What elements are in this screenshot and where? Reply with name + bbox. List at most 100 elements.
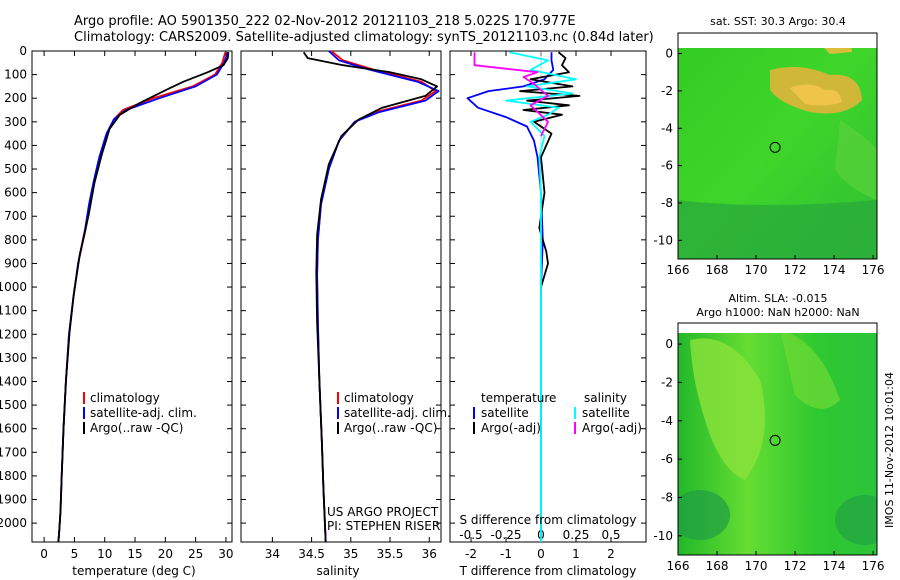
sst-map-axes: 166 168 170 172 174 176 0 -2 -4 -6 -8 -10	[653, 47, 884, 277]
legend-label-climatology: climatology	[344, 391, 414, 405]
x-tick-label: 5	[71, 547, 79, 561]
legend-label-t-argo: Argo(-adj)	[481, 421, 541, 435]
map-x-tick-label: 168	[706, 263, 729, 277]
depth-tick-label: 1300	[0, 351, 27, 365]
map-x-tick-label: 172	[784, 559, 807, 573]
legend-label-s-argo: Argo(-adj)	[582, 421, 642, 435]
depth-tick-label: 1400	[0, 374, 27, 388]
x-tick-label: -1	[500, 547, 512, 561]
legend-label-argo: Argo(..raw -QC)	[90, 421, 183, 435]
temperature-xlabel: temperature (deg C)	[72, 564, 195, 578]
map-y-tick-label: -2	[661, 375, 673, 389]
x-tick-label: 36	[422, 547, 437, 561]
depth-tick-label: 200	[4, 91, 27, 105]
difference-legend: temperature salinity satellite Argo(-adj…	[473, 391, 642, 435]
map-y-tick-label: -6	[661, 452, 673, 466]
map-x-tick-label: 166	[667, 263, 690, 277]
depth-tick-label: 1600	[0, 422, 27, 436]
s-tick-label: -0.25	[490, 528, 521, 542]
imos-timestamp-label: IMOS 11-Nov-2012 10:01:04	[883, 372, 896, 528]
depth-tick-label: 1200	[0, 327, 27, 341]
figure-title-line2: Climatology: CARS2009. Satellite-adjuste…	[74, 30, 654, 45]
salinity-panel: 34 34.5 35 35.5 36	[265, 50, 440, 561]
x-tick-label: 10	[97, 547, 112, 561]
series-line-argorawqc	[302, 51, 439, 543]
difference-panel-frame	[449, 50, 647, 543]
x-tick-label: -2	[465, 547, 477, 561]
depth-tick-label: 900	[4, 256, 27, 270]
difference-xlabel-top: S difference from climatology	[460, 513, 637, 527]
map-y-tick-label: 0	[665, 47, 673, 61]
difference-panel: -2 -1 0 1 2-0.5 -0.25 0 0.25 0.5	[459, 51, 621, 561]
sla-argo-location-marker	[769, 434, 781, 446]
legend-label-climatology: climatology	[90, 391, 160, 405]
temperature-panel-frame	[31, 50, 233, 543]
depth-tick-label: 1000	[0, 280, 27, 294]
depth-axis: 0 100 200 300 400 500 600 700 800 900 1000 1100 1200…	[0, 44, 646, 530]
sla-map-field	[678, 333, 877, 555]
depth-tick-label: 400	[4, 138, 27, 152]
depth-tick-label: 2000	[0, 516, 27, 530]
depth-tick-label: 300	[4, 115, 27, 129]
x-tick-label: 20	[158, 547, 173, 561]
depth-tick-label: 500	[4, 162, 27, 176]
map-x-tick-label: 176	[862, 263, 885, 277]
depth-tick-label: 100	[4, 68, 27, 82]
project-annotation-line1: US ARGO PROJECT	[327, 505, 439, 519]
legend-title-salinity: salinity	[584, 391, 627, 405]
x-tick-label: 2	[607, 547, 615, 561]
figure-title-line1: Argo profile: AO 5901350_222 02-Nov-2012…	[74, 14, 576, 29]
salinity-panel-frame	[240, 50, 442, 543]
temperature-panel: 0 5 10 15 20 25 30	[40, 51, 234, 561]
salinity-legend: climatology satellite-adj. clim. Argo(..…	[337, 391, 451, 435]
x-tick-label: 34.5	[298, 547, 325, 561]
map-y-tick-label: 0	[665, 337, 673, 351]
map-x-tick-label: 170	[745, 263, 768, 277]
sst-map-field	[678, 48, 877, 259]
series-line-salinity-satellite	[505, 51, 577, 542]
sla-map-frame	[677, 322, 878, 556]
map-y-tick-label: -8	[661, 196, 673, 210]
sla-map-subtitle: Argo h1000: NaN h2000: NaN	[696, 306, 859, 319]
sla-map-title: Altim. SLA: -0.015	[728, 292, 827, 305]
map-x-tick-label: 174	[823, 559, 846, 573]
sla-map-axes: 166 168 170 172 174 176 0 -2 -4 -6 -8 -10	[653, 337, 884, 573]
x-tick-label: 34	[265, 547, 280, 561]
map-y-tick-label: -2	[661, 84, 673, 98]
legend-label-satellite: satellite-adj. clim.	[90, 406, 197, 420]
difference-xlabel: T difference from climatology	[459, 564, 637, 578]
legend-label-argo: Argo(..raw -QC)	[344, 421, 437, 435]
s-tick-label: -0.5	[459, 528, 482, 542]
map-x-tick-label: 174	[823, 263, 846, 277]
map-x-tick-label: 172	[784, 263, 807, 277]
map-x-tick-label: 166	[667, 559, 690, 573]
sst-map-frame	[677, 32, 878, 260]
s-tick-label: 0.5	[601, 528, 620, 542]
map-y-tick-label: -10	[653, 529, 673, 543]
map-y-tick-label: -6	[661, 159, 673, 173]
salinity-xlabel: salinity	[316, 564, 359, 578]
depth-tick-label: 1900	[0, 493, 27, 507]
depth-tick-label: 700	[4, 209, 27, 223]
x-tick-label: 30	[218, 547, 233, 561]
map-x-tick-label: 170	[745, 559, 768, 573]
x-tick-label: 35.5	[377, 547, 404, 561]
depth-tick-label: 1700	[0, 445, 27, 459]
legend-title-temperature: temperature	[481, 391, 556, 405]
s-tick-label: 0.25	[563, 528, 590, 542]
x-tick-label: 25	[188, 547, 203, 561]
temperature-legend: climatology satellite-adj. clim. Argo(..…	[83, 391, 197, 435]
depth-tick-label: 1500	[0, 398, 27, 412]
x-tick-label: 1	[572, 547, 580, 561]
map-y-tick-label: -4	[661, 121, 673, 135]
depth-tick-label: 0	[19, 44, 27, 58]
project-annotation-line2: PI: STEPHEN RISER	[327, 519, 440, 533]
map-y-tick-label: -8	[661, 490, 673, 504]
legend-label-t-satellite: satellite	[481, 406, 529, 420]
series-line-salinity-argoadj	[473, 52, 549, 137]
map-y-tick-label: -10	[653, 233, 673, 247]
sst-map-title: sat. SST: 30.3 Argo: 30.4	[710, 15, 846, 28]
legend-label-s-satellite: satellite	[582, 406, 630, 420]
map-x-tick-label: 176	[862, 559, 885, 573]
